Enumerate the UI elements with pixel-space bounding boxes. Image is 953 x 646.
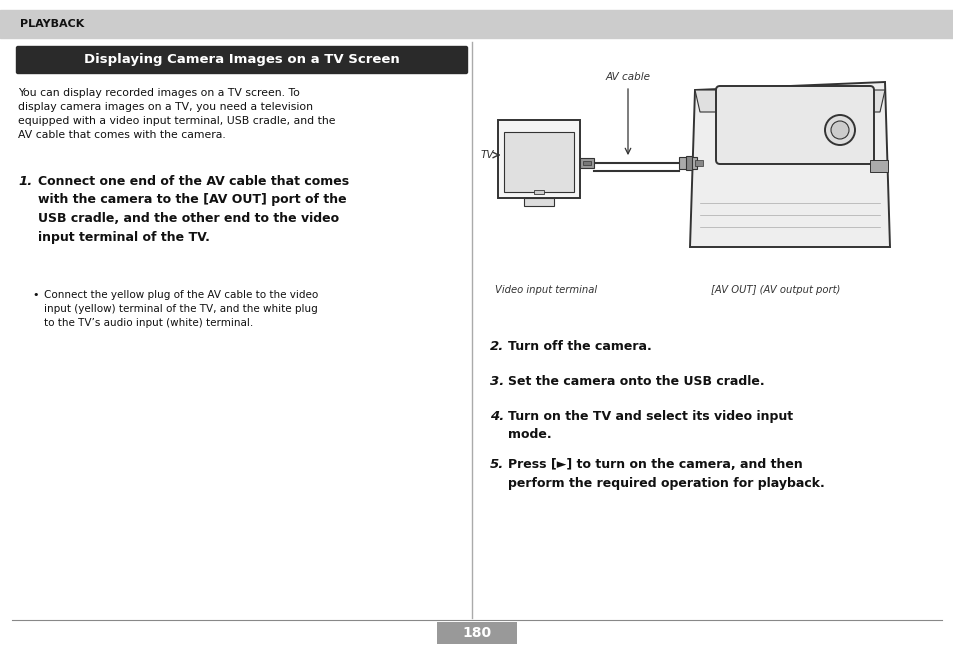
Bar xyxy=(679,157,697,169)
Text: 180: 180 xyxy=(462,626,491,640)
Text: 5.: 5. xyxy=(490,458,504,471)
Text: Displaying Camera Images on a TV Screen: Displaying Camera Images on a TV Screen xyxy=(84,54,399,67)
Bar xyxy=(685,156,691,170)
Text: 2.: 2. xyxy=(490,340,504,353)
Text: 1.: 1. xyxy=(18,175,32,188)
Text: TV: TV xyxy=(480,150,494,160)
Bar xyxy=(869,160,887,172)
Bar xyxy=(579,158,594,168)
Text: PLAYBACK: PLAYBACK xyxy=(20,19,84,29)
Bar xyxy=(436,622,517,644)
Bar xyxy=(523,198,554,206)
Text: [AV OUT] (AV output port): [AV OUT] (AV output port) xyxy=(711,285,840,295)
Text: Set the camera onto the USB cradle.: Set the camera onto the USB cradle. xyxy=(507,375,763,388)
Text: Press [►] to turn on the camera, and then
perform the required operation for pla: Press [►] to turn on the camera, and the… xyxy=(507,458,824,490)
Text: Connect one end of the AV cable that comes
with the camera to the [AV OUT] port : Connect one end of the AV cable that com… xyxy=(38,175,349,244)
Polygon shape xyxy=(689,82,889,247)
FancyBboxPatch shape xyxy=(16,47,467,74)
Bar xyxy=(0,10,953,38)
Text: You can display recorded images on a TV screen. To
display camera images on a TV: You can display recorded images on a TV … xyxy=(18,88,335,140)
Text: 4.: 4. xyxy=(490,410,504,423)
Text: Turn off the camera.: Turn off the camera. xyxy=(507,340,651,353)
Polygon shape xyxy=(695,90,884,112)
Text: Video input terminal: Video input terminal xyxy=(495,285,597,295)
FancyBboxPatch shape xyxy=(716,86,873,164)
Bar xyxy=(695,160,702,166)
Bar xyxy=(503,132,574,192)
Bar xyxy=(582,161,590,165)
Text: 3.: 3. xyxy=(490,375,504,388)
Text: •: • xyxy=(32,290,38,300)
Bar xyxy=(534,190,543,194)
Text: Connect the yellow plug of the AV cable to the video
input (yellow) terminal of : Connect the yellow plug of the AV cable … xyxy=(44,290,318,328)
Circle shape xyxy=(830,121,848,139)
Text: AV cable: AV cable xyxy=(605,72,650,82)
Circle shape xyxy=(824,115,854,145)
Text: Turn on the TV and select its video input
mode.: Turn on the TV and select its video inpu… xyxy=(507,410,792,441)
Bar xyxy=(497,120,579,198)
